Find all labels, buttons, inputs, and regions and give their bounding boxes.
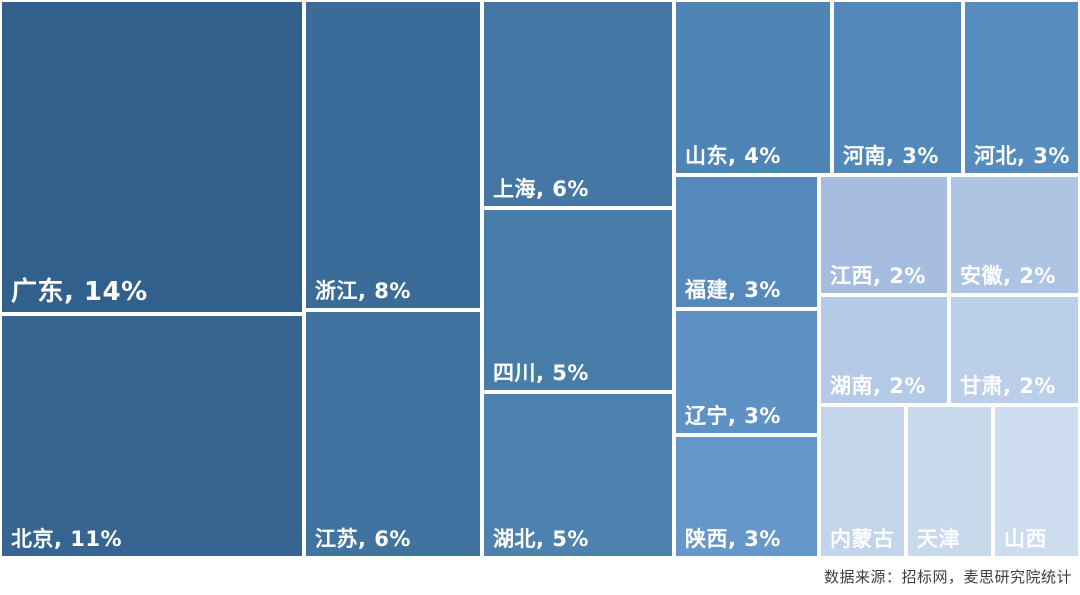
cell-label-fujian: 福建, 3% [685, 277, 781, 302]
treemap-area: 广东, 14% 北京, 11% 浙江, 8% 江苏, 6% 上海, 6% 四川,… [2, 2, 1078, 556]
cell-label-shaanxi: 陕西, 3% [685, 526, 781, 551]
treemap-cell-shanghai: 上海, 6% [484, 2, 672, 206]
treemap-cell-beijing: 北京, 11% [2, 316, 302, 556]
cell-label-guangdong: 广东, 14% [11, 277, 148, 308]
treemap-cell-shaanxi: 陕西, 3% [676, 437, 817, 556]
cell-label-hubei: 湖北, 5% [493, 526, 589, 551]
treemap-cell-gansu: 甘肃, 2% [951, 297, 1078, 403]
treemap-cell-hunan: 湖南, 2% [821, 297, 947, 403]
cell-label-jiangsu: 江苏, 6% [315, 526, 411, 551]
treemap-cell-shanxi: 山西 [995, 407, 1078, 556]
cell-label-hebei: 河北, 3% [974, 143, 1070, 168]
treemap-cell-shandong: 山东, 4% [676, 2, 830, 173]
cell-label-beijing: 北京, 11% [11, 526, 123, 551]
cell-label-jiangxi: 江西, 2% [830, 263, 926, 288]
treemap-cell-liaoning: 辽宁, 3% [676, 311, 817, 433]
treemap-cell-henan: 河南, 3% [834, 2, 961, 173]
treemap-cell-jiangxi: 江西, 2% [821, 177, 947, 293]
treemap-cell-guangdong: 广东, 14% [2, 2, 302, 312]
cell-label-zhejiang: 浙江, 8% [315, 278, 411, 303]
cell-label-hunan: 湖南, 2% [830, 373, 926, 398]
treemap-cell-anhui: 安徽, 2% [951, 177, 1078, 293]
cell-label-neimenggu: 内蒙古 [830, 526, 895, 551]
treemap-cell-hubei: 湖北, 5% [484, 394, 672, 556]
treemap-cell-hebei: 河北, 3% [965, 2, 1078, 173]
source-note: 数据来源：招标网，麦思研究院统计 [823, 568, 1072, 586]
cell-label-gansu: 甘肃, 2% [960, 373, 1056, 398]
treemap-cell-sichuan: 四川, 5% [484, 210, 672, 390]
treemap-cell-fujian: 福建, 3% [676, 177, 817, 307]
cell-label-sichuan: 四川, 5% [493, 360, 589, 385]
treemap-cell-zhejiang: 浙江, 8% [306, 2, 480, 308]
cell-label-anhui: 安徽, 2% [960, 263, 1056, 288]
cell-label-tianjin: 天津 [917, 526, 960, 551]
cell-label-henan: 河南, 3% [843, 143, 939, 168]
cell-label-shanxi: 山西 [1004, 526, 1047, 551]
treemap-cell-jiangsu: 江苏, 6% [306, 312, 480, 556]
cell-label-shanghai: 上海, 6% [493, 176, 589, 201]
cell-label-shandong: 山东, 4% [685, 143, 781, 168]
treemap-cell-tianjin: 天津 [908, 407, 991, 556]
treemap-cell-neimenggu: 内蒙古 [821, 407, 904, 556]
cell-label-liaoning: 辽宁, 3% [685, 403, 781, 428]
